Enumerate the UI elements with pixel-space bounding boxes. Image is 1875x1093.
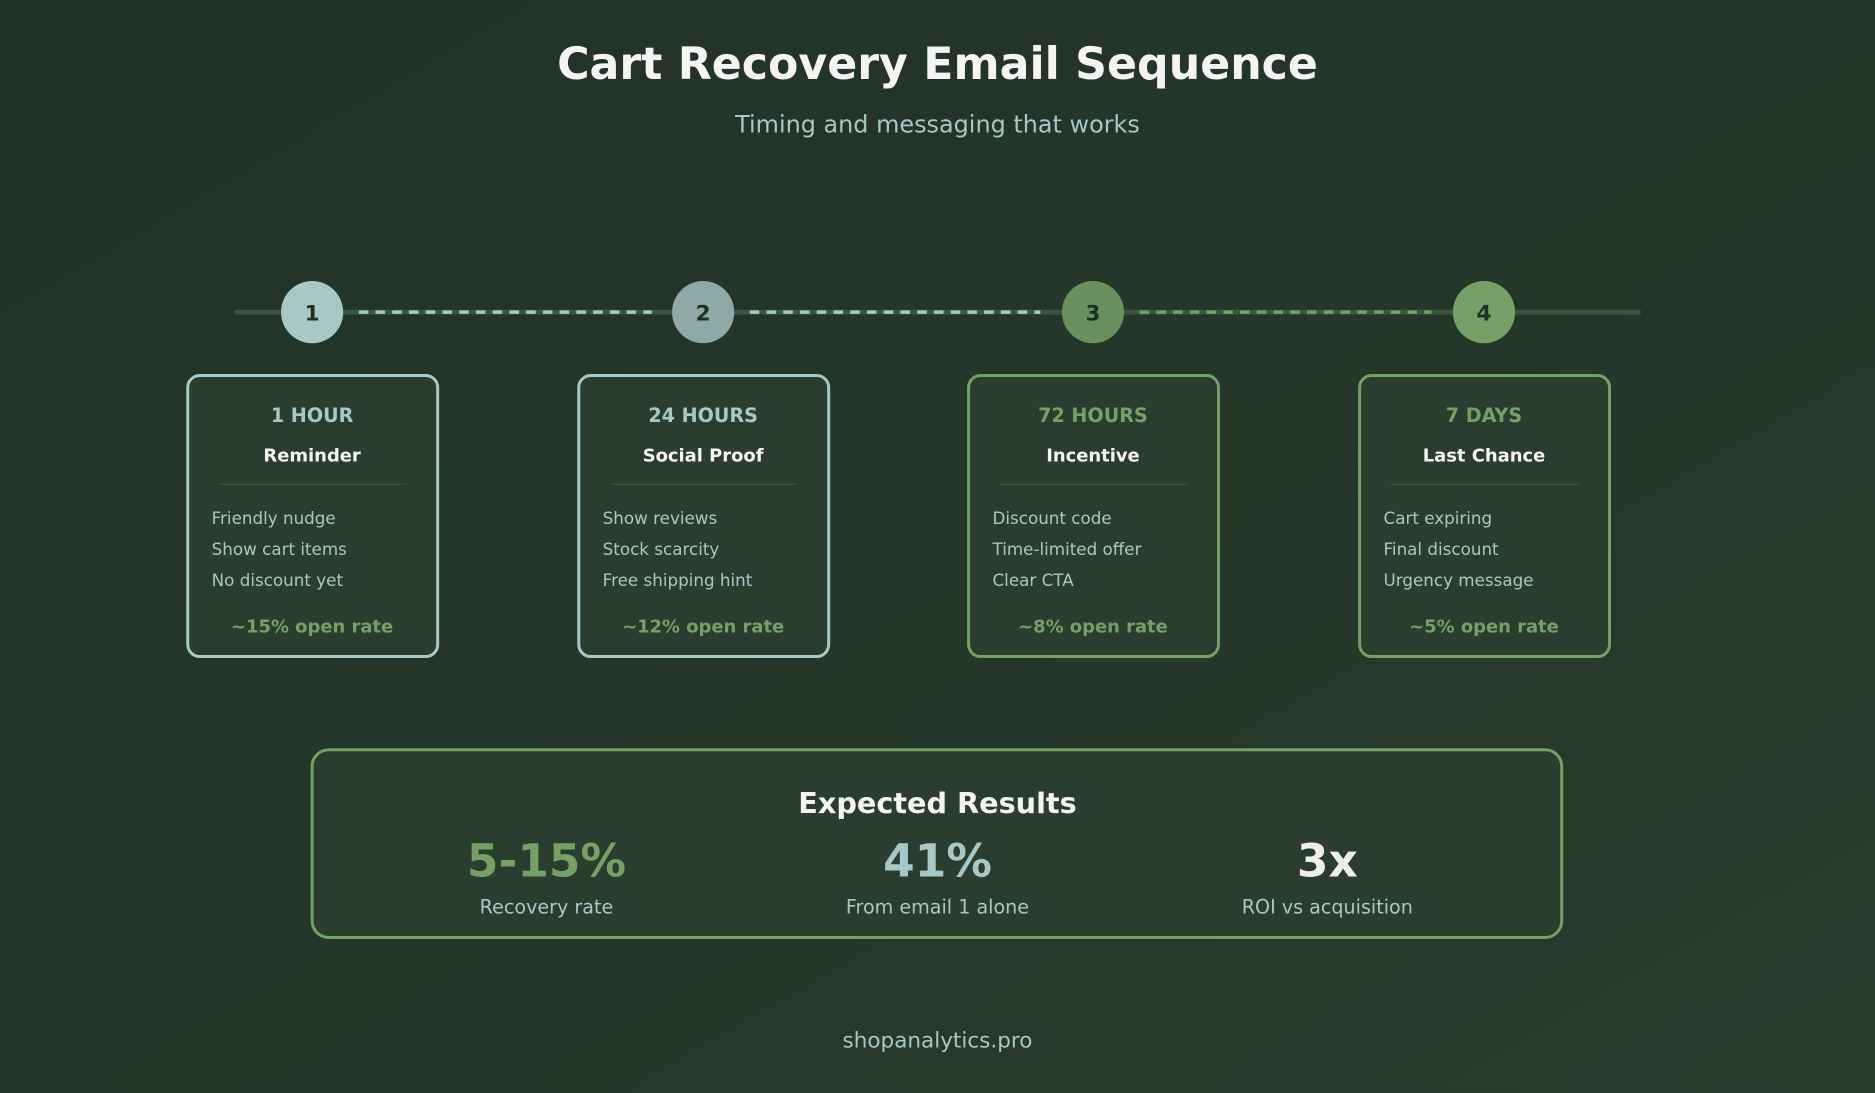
result-stat: 5-15% Recovery rate (467, 835, 626, 919)
result-value: 5-15% (467, 835, 626, 888)
step-open-rate: ~5% open rate (1409, 617, 1559, 638)
step-number-circle (281, 281, 344, 344)
result-label: ROI vs acquisition (1242, 896, 1413, 919)
result-label: Recovery rate (480, 896, 614, 919)
result-value: 41% (883, 835, 992, 888)
step-item: Show cart items (212, 539, 347, 559)
step-title: Reminder (263, 446, 361, 467)
step-item: Final discount (1384, 539, 1500, 559)
step-title: Incentive (1046, 446, 1140, 467)
step-title: Last Chance (1423, 446, 1546, 467)
step-item: Cart expiring (1384, 508, 1493, 528)
step-item: Stock scarcity (603, 539, 720, 559)
step-open-rate: ~12% open rate (622, 617, 784, 638)
step-item: Friendly nudge (212, 508, 336, 528)
step-number: 1 (305, 301, 320, 326)
result-label: From email 1 alone (846, 896, 1029, 919)
step-item: Free shipping hint (603, 570, 753, 590)
step-item: Urgency message (1384, 570, 1534, 590)
step-item: Discount code (993, 508, 1112, 528)
step-number: 4 (1476, 301, 1491, 326)
page-title: Cart Recovery Email Sequence (557, 39, 1318, 90)
step-title: Social Proof (643, 446, 764, 467)
page-subtitle: Timing and messaging that works (734, 111, 1140, 139)
step-item: Clear CTA (993, 570, 1075, 590)
step-timing: 72 HOURS (1038, 404, 1148, 427)
step-3: 3 72 HOURS Incentive Discount code Time-limi… (967, 281, 1221, 659)
footer-text: shopanalytics.pro (843, 1029, 1033, 1054)
step-2: 2 24 HOURS Social Proof Show reviews Stock s… (577, 281, 831, 659)
result-stat: 41% From email 1 alone (846, 835, 1029, 919)
result-value: 3x (1297, 835, 1358, 888)
step-1: 1 1 HOUR Reminder Friendly nudge Show cart i… (186, 281, 440, 659)
step-item: Show reviews (603, 508, 718, 528)
step-number-circle (1061, 281, 1125, 344)
step-timing: 24 HOURS (648, 404, 758, 427)
step-4: 4 7 DAYS Last Chance Cart expiring Final dis… (1358, 281, 1612, 659)
results-title: Expected Results (798, 786, 1076, 820)
step-card (967, 374, 1221, 659)
step-card (186, 374, 440, 659)
step-number-circle (1452, 281, 1516, 344)
step-card (1358, 374, 1612, 659)
results-panel: Expected Results 5-15% Recovery rate 41% Fr… (310, 748, 1564, 940)
step-number: 2 (696, 301, 711, 326)
step-timing: 7 DAYS (1446, 404, 1522, 427)
step-item: Time-limited offer (992, 539, 1142, 559)
step-timing: 1 HOUR (271, 404, 354, 427)
step-number-circle (672, 281, 735, 344)
step-number: 3 (1085, 301, 1100, 326)
step-item: No discount yet (212, 570, 344, 590)
result-stat: 3x ROI vs acquisition (1242, 835, 1413, 919)
step-card (577, 374, 831, 659)
step-open-rate: ~15% open rate (231, 617, 393, 638)
step-open-rate: ~8% open rate (1018, 617, 1168, 638)
